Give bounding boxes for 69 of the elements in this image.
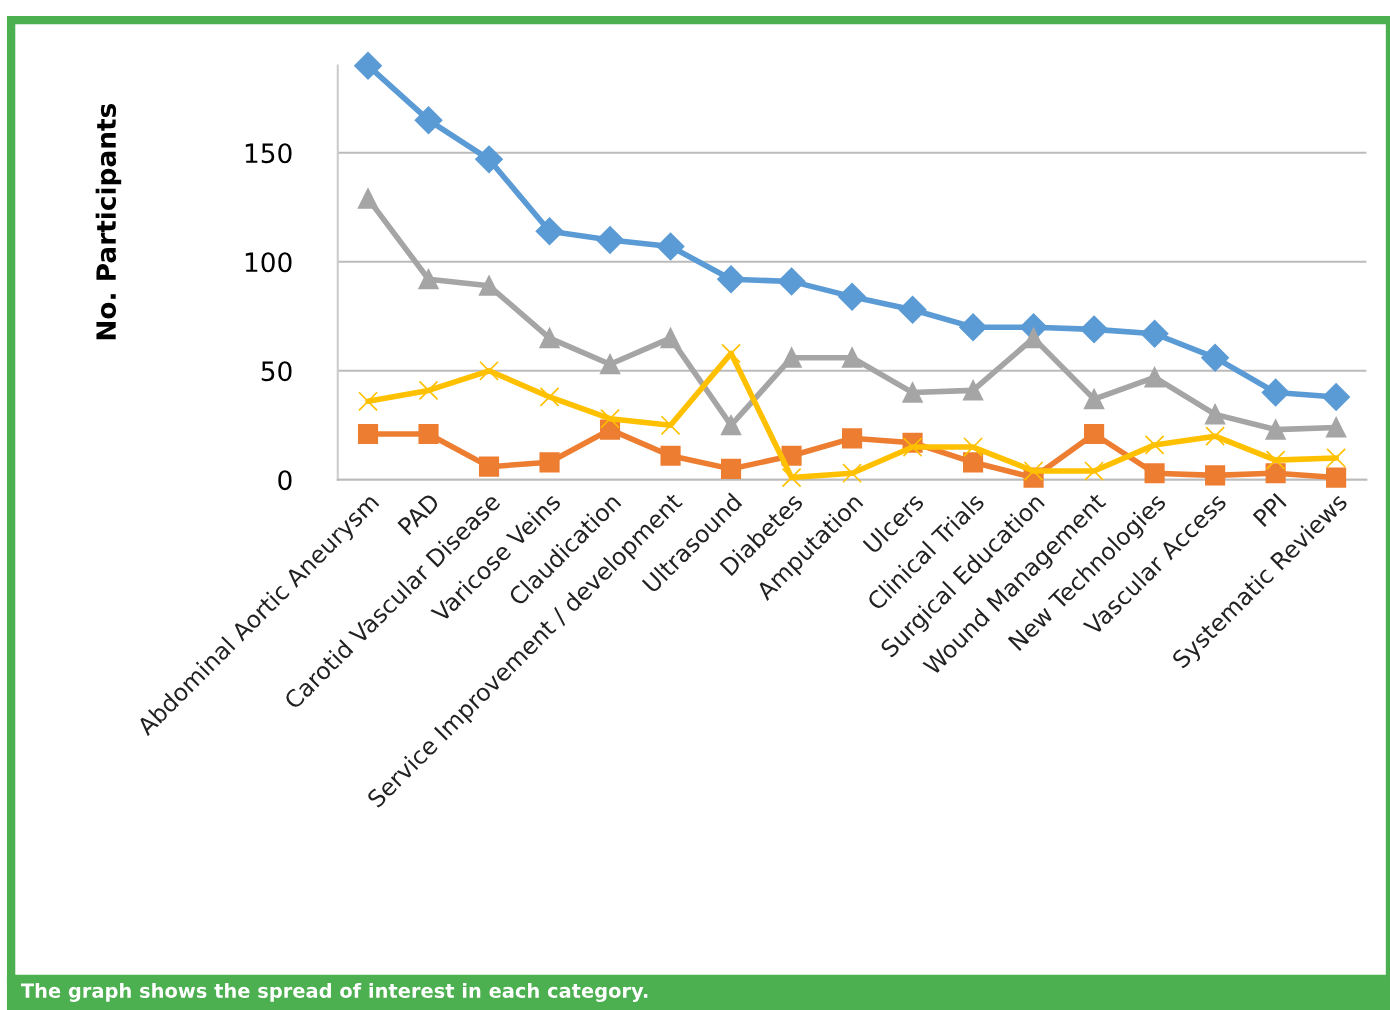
point: [963, 380, 984, 401]
point: [539, 387, 560, 407]
point: [781, 467, 802, 488]
point: [1326, 417, 1347, 438]
y-tick-label: 100: [245, 252, 292, 273]
point: [475, 145, 503, 174]
point: [357, 423, 379, 445]
point: [418, 423, 439, 445]
point: [1205, 404, 1226, 425]
point: [596, 226, 624, 254]
point: [479, 360, 499, 381]
point: [1265, 463, 1286, 484]
point: [478, 456, 500, 477]
point: [1084, 461, 1104, 481]
point: [414, 106, 443, 134]
y-tick-label: 150: [245, 143, 292, 164]
point: [478, 275, 500, 296]
point: [1201, 343, 1229, 372]
point: [721, 343, 741, 364]
point: [717, 265, 745, 294]
point: [1080, 315, 1108, 344]
point: [1144, 463, 1165, 484]
point: [1326, 448, 1346, 468]
point: [963, 437, 983, 457]
point: [1140, 319, 1169, 348]
text: The graph shows the spread of interest in each category.: [20, 982, 648, 1002]
point: [1265, 450, 1286, 470]
point: [660, 445, 681, 466]
point: [963, 452, 984, 473]
point: [1023, 328, 1044, 349]
y-tick-label: 50: [261, 361, 292, 382]
y-tick-label: 0: [278, 470, 292, 491]
point: [1023, 461, 1044, 481]
point: [656, 232, 685, 261]
point: [838, 282, 866, 311]
point: [902, 382, 923, 403]
point: [1084, 423, 1105, 445]
point: [842, 463, 862, 484]
point: [660, 415, 681, 436]
point: [354, 51, 382, 80]
point: [660, 328, 681, 349]
point: [1261, 378, 1290, 407]
point: [902, 437, 923, 457]
point: [535, 217, 564, 246]
point: [959, 313, 987, 341]
y-axis-title: No. Participants: [95, 103, 122, 340]
point: [842, 347, 863, 368]
point: [599, 354, 621, 375]
point: [1144, 367, 1165, 388]
point: [357, 188, 379, 209]
point: [898, 295, 927, 324]
point: [1144, 435, 1165, 455]
point: [358, 391, 378, 412]
point: [1326, 467, 1347, 488]
point: [720, 458, 742, 479]
point: [418, 380, 439, 401]
point: [600, 408, 620, 429]
point: [418, 269, 439, 290]
point: [1322, 383, 1350, 411]
point: [539, 452, 560, 473]
point: [1084, 389, 1105, 410]
point: [1205, 426, 1225, 447]
point: [777, 267, 806, 296]
point: [781, 347, 802, 368]
point: [539, 328, 560, 349]
point: [842, 428, 863, 449]
point: [720, 415, 742, 436]
point: [1205, 465, 1226, 486]
point: [1265, 419, 1286, 440]
